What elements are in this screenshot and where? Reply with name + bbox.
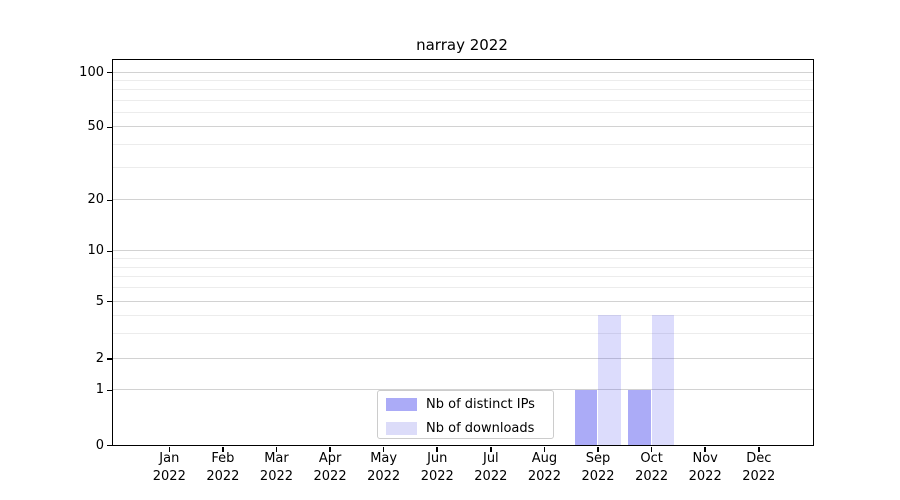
x-axis-tick-mark xyxy=(597,447,599,452)
gridline-minor xyxy=(113,287,813,289)
gridline-major xyxy=(113,199,813,201)
x-tick-month: Jun xyxy=(427,451,448,466)
x-tick-month: May xyxy=(370,451,398,466)
gridline-major xyxy=(113,126,813,128)
gridline-minor xyxy=(113,89,813,91)
x-axis-tick-label: Jan 2022 xyxy=(129,450,209,485)
x-tick-month: Nov xyxy=(692,451,718,466)
x-axis-tick-label: Oct 2022 xyxy=(612,450,692,485)
y-axis-tick-label: 100 xyxy=(79,64,104,80)
x-tick-month: Aug xyxy=(531,451,558,466)
legend-entry-label: Nb of downloads xyxy=(426,421,535,436)
x-axis-tick-mark xyxy=(329,447,331,452)
x-axis-tick-mark xyxy=(382,447,385,452)
x-tick-month: Dec xyxy=(746,451,772,466)
x-axis-tick-mark xyxy=(543,447,546,452)
x-axis-tick-label: Jul 2022 xyxy=(451,450,531,485)
x-tick-year: 2022 xyxy=(635,468,669,484)
x-tick-month: Mar xyxy=(264,451,289,466)
legend-entry-downloads: Nb of downloads xyxy=(386,421,545,436)
legend-swatch-distinct-ips xyxy=(386,398,417,411)
y-axis-tick-label: 20 xyxy=(87,192,104,208)
legend-entries: Nb of distinct IPs Nb of downloads xyxy=(386,397,545,436)
y-axis-tick-mark xyxy=(107,126,112,129)
gridline-minor xyxy=(113,79,813,81)
gridline-major xyxy=(113,389,813,391)
bar-downloads xyxy=(598,315,621,445)
gridline-minor xyxy=(113,112,813,114)
y-axis-tick-label: 50 xyxy=(87,119,104,135)
x-axis-tick-label: Feb 2022 xyxy=(183,450,263,485)
chart-title: narray 2022 xyxy=(416,36,508,54)
gridline-minor xyxy=(113,314,813,316)
x-axis-tick-label: May 2022 xyxy=(344,450,424,485)
x-tick-month: Jan xyxy=(159,451,180,466)
bar-distinct-ips xyxy=(628,389,651,445)
x-tick-year: 2022 xyxy=(688,468,722,484)
x-tick-month: Sep xyxy=(585,451,611,466)
legend-entry-distinct-ips: Nb of distinct IPs xyxy=(386,397,545,412)
x-tick-year: 2022 xyxy=(152,468,186,484)
x-tick-year: 2022 xyxy=(420,468,454,484)
x-tick-year: 2022 xyxy=(259,468,294,484)
x-tick-year: 2022 xyxy=(313,468,347,484)
gridline-major xyxy=(113,300,813,302)
x-tick-year: 2022 xyxy=(527,468,561,484)
x-axis-tick-label: Mar 2022 xyxy=(236,450,316,485)
x-axis-tick-label: Jun 2022 xyxy=(397,450,477,485)
y-axis-tick-mark xyxy=(107,358,112,360)
gridline-minor xyxy=(113,266,813,268)
x-tick-month: Feb xyxy=(211,451,235,466)
x-tick-year: 2022 xyxy=(367,468,401,484)
y-axis-tick-mark xyxy=(107,250,112,253)
x-axis-tick-mark xyxy=(490,447,492,452)
gridline-minor xyxy=(113,167,813,169)
x-axis-tick-mark xyxy=(704,447,706,452)
x-tick-year: 2022 xyxy=(581,468,615,484)
x-axis-tick-mark xyxy=(168,447,171,452)
y-axis-tick-label: 10 xyxy=(87,243,104,259)
gridline-minor xyxy=(113,332,813,334)
x-axis-tick-mark xyxy=(275,447,278,452)
gridline-minor xyxy=(113,99,813,101)
x-tick-month: Oct xyxy=(640,451,663,466)
y-axis-tick-mark xyxy=(107,444,112,447)
x-axis-tick-label: Sep 2022 xyxy=(558,450,638,485)
y-axis-tick-mark xyxy=(107,199,112,202)
gridline-minor xyxy=(113,144,813,146)
x-axis-tick-mark xyxy=(436,447,439,452)
x-axis-tick-mark xyxy=(222,447,224,452)
y-axis-tick-mark xyxy=(107,300,112,303)
bar-distinct-ips xyxy=(574,389,598,445)
x-tick-month: Jul xyxy=(482,451,499,466)
gridline-major xyxy=(113,71,813,73)
bar-downloads xyxy=(651,315,675,445)
y-axis-tick-mark xyxy=(107,389,112,392)
y-axis-tick-label: 1 xyxy=(95,382,104,398)
x-axis-tick-mark xyxy=(757,447,760,452)
gridline-major xyxy=(113,250,813,252)
x-tick-month: Apr xyxy=(318,451,342,466)
x-tick-year: 2022 xyxy=(206,468,240,484)
legend-swatch-downloads xyxy=(386,422,417,435)
x-axis-tick-label: Nov 2022 xyxy=(665,450,745,485)
gridline-minor xyxy=(113,258,813,260)
legend-entry-label: Nb of distinct IPs xyxy=(426,397,535,412)
y-axis-tick-mark xyxy=(107,71,112,74)
x-tick-year: 2022 xyxy=(474,468,508,484)
gridline-minor xyxy=(113,276,813,278)
x-axis-tick-label: Apr 2022 xyxy=(290,450,370,485)
x-axis-tick-mark xyxy=(650,447,653,452)
x-axis-tick-label: Aug 2022 xyxy=(504,450,584,485)
y-axis-tick-label: 2 xyxy=(95,350,104,366)
x-tick-year: 2022 xyxy=(742,468,776,484)
y-axis-tick-label: 5 xyxy=(95,293,104,309)
legend: Nb of distinct IPs Nb of downloads xyxy=(377,390,554,439)
x-axis-tick-label: Dec 2022 xyxy=(719,450,799,485)
plot-area xyxy=(112,59,814,446)
y-axis-tick-label: 0 xyxy=(95,437,104,453)
gridline-major xyxy=(113,357,813,359)
